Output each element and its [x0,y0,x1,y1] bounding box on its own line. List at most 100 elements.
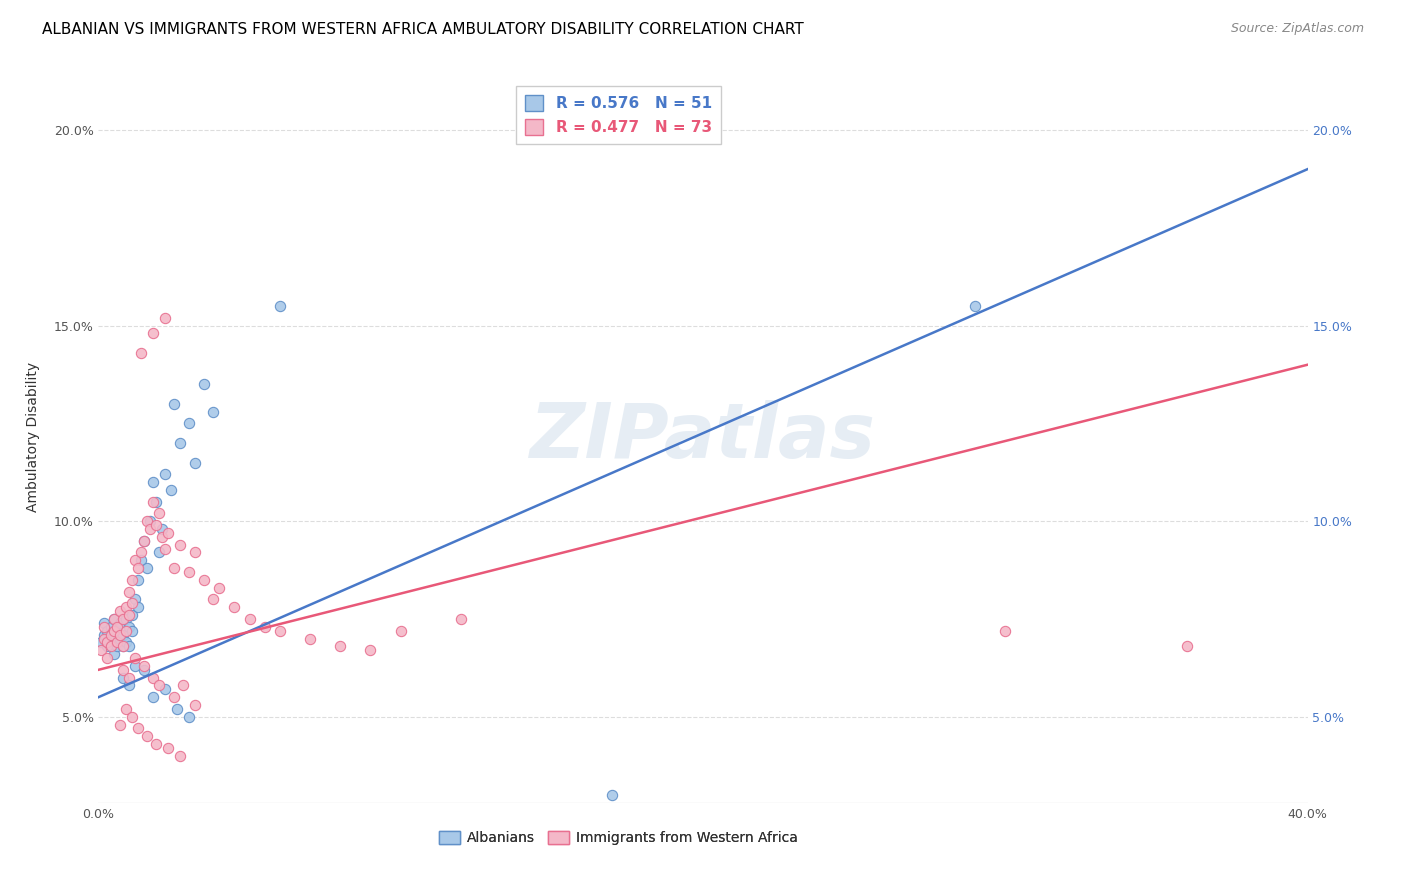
Point [169,436,191,450]
Point [994,624,1017,638]
Point [156,741,179,756]
Point [105,640,128,654]
Point [153,310,176,325]
Point [129,545,152,559]
Point [124,651,146,665]
Point [96,624,118,638]
Point [163,690,186,705]
Point [145,518,167,533]
Point [150,530,173,544]
Point [121,624,143,638]
Text: ZIPatlas: ZIPatlas [530,401,876,474]
Point [100,620,122,634]
Point [100,640,122,654]
Point [103,612,125,626]
Point [121,710,143,724]
Point [105,624,128,638]
Point [93,620,115,634]
Point [160,483,183,497]
Point [142,326,165,341]
Point [169,538,191,552]
Point [135,729,157,743]
Point [142,475,165,489]
Point [96,640,118,654]
Point [132,533,155,548]
Point [121,573,143,587]
Point [193,573,215,587]
Point [127,600,149,615]
Point [148,678,170,692]
Point [108,615,131,630]
Point [118,608,141,623]
Point [153,682,176,697]
Point [114,702,136,716]
Point [156,525,179,540]
Point [118,640,141,654]
Point [127,573,149,587]
Point [105,620,128,634]
Point [389,624,412,638]
Point [150,522,173,536]
Point [135,514,157,528]
Point [100,627,122,641]
Point [103,647,125,661]
Point [108,717,131,731]
Text: Source: ZipAtlas.com: Source: ZipAtlas.com [1230,22,1364,36]
Point [202,404,225,418]
Point [239,612,262,626]
Point [135,561,157,575]
Point [108,632,131,646]
Point [269,299,291,313]
Point [142,690,165,705]
Text: ALBANIAN VS IMMIGRANTS FROM WESTERN AFRICA AMBULATORY DISABILITY CORRELATION CHA: ALBANIAN VS IMMIGRANTS FROM WESTERN AFRI… [42,22,804,37]
Point [118,584,141,599]
Point [184,545,207,559]
Point [208,581,231,595]
Point [179,710,201,724]
Point [114,624,136,638]
Point [193,377,215,392]
Point [299,632,322,646]
Point [269,624,291,638]
Point [224,600,246,615]
Point [118,678,141,692]
Point [124,553,146,567]
Point [93,615,115,630]
Legend: Albanians, Immigrants from Western Africa: Albanians, Immigrants from Western Afric… [433,826,804,851]
Point [163,397,186,411]
Point [124,659,146,673]
Point [103,612,125,626]
Point [121,608,143,623]
Point [100,632,122,646]
Point [153,467,176,482]
Point [129,553,152,567]
Point [329,640,352,654]
Point [103,624,125,638]
Point [93,632,115,646]
Point [108,627,131,641]
Point [114,635,136,649]
Point [93,627,115,641]
Point [132,659,155,673]
Point [153,541,176,556]
Point [184,698,207,712]
Point [111,640,134,654]
Point [132,663,155,677]
Point [145,737,167,751]
Point [108,604,131,618]
Point [571,123,593,137]
Point [111,671,134,685]
Point [172,678,194,692]
Point [202,592,225,607]
Point [148,507,170,521]
Point [118,620,141,634]
Point [129,346,152,360]
Point [111,627,134,641]
Point [105,635,128,649]
Point [111,640,134,654]
Point [132,533,155,548]
Point [179,565,201,579]
Point [179,417,201,431]
Point [142,671,165,685]
Point [114,600,136,615]
